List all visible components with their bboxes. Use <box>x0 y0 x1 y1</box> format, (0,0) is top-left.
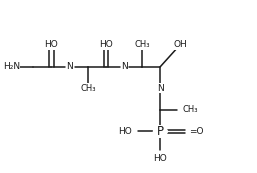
Text: N: N <box>121 62 128 71</box>
Text: HO: HO <box>44 40 58 49</box>
Text: N: N <box>157 84 164 93</box>
Text: =O: =O <box>189 127 203 136</box>
Text: H₂N: H₂N <box>3 62 20 71</box>
Text: N: N <box>67 62 73 71</box>
Text: P: P <box>157 125 164 138</box>
Text: CH₃: CH₃ <box>182 105 198 114</box>
Text: HO: HO <box>153 154 167 163</box>
Text: CH₃: CH₃ <box>80 84 96 93</box>
Text: HO: HO <box>99 40 113 49</box>
Text: OH: OH <box>173 40 187 49</box>
Text: CH₃: CH₃ <box>135 40 150 49</box>
Circle shape <box>153 127 167 136</box>
Text: HO: HO <box>118 127 132 136</box>
